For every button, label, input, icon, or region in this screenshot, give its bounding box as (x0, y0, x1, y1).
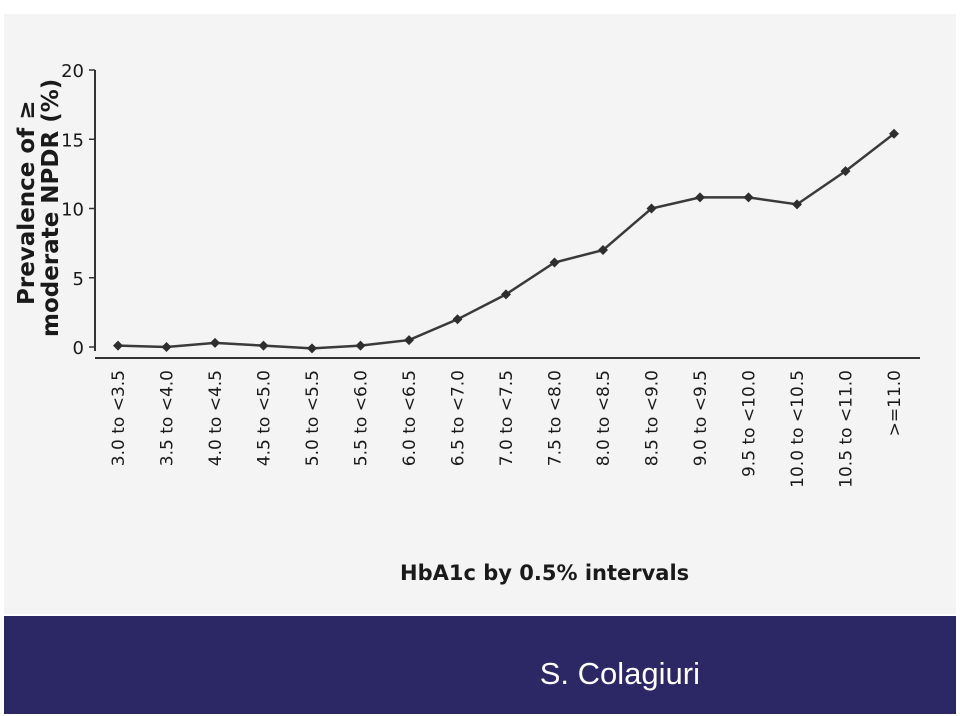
data-point-marker (646, 203, 657, 214)
x-category-label: 4.5 to <5.0 (255, 370, 275, 466)
data-point-marker (695, 192, 705, 203)
x-category-label: 10.0 to <10.5 (788, 370, 808, 488)
footer-band: S. Colagiuri (4, 616, 956, 714)
data-point-marker (307, 343, 317, 354)
data-point-marker (501, 289, 511, 300)
data-point-marker (840, 166, 851, 177)
data-point-marker (161, 342, 172, 352)
data-point-marker (549, 257, 560, 268)
y-tick-label: 20 (61, 61, 84, 82)
y-tick-label: 15 (61, 130, 84, 151)
x-category-label: 8.5 to <9.0 (643, 370, 663, 466)
data-point-marker (889, 128, 899, 139)
series-polyline (117, 132, 895, 350)
x-category-label: 6.5 to <7.0 (449, 370, 469, 466)
x-category-label: 3.0 to <3.5 (109, 370, 129, 466)
data-point-marker (355, 340, 366, 351)
data-point-marker (258, 340, 269, 351)
data-point-marker (113, 340, 123, 351)
line-chart: 0 5 10 15 20 3.0 to <3.5 3.5 to <4.0 4.0 to <4… (14, 61, 920, 585)
x-category-label: 7.5 to <8.0 (546, 370, 566, 466)
x-category-label: 9.0 to <9.5 (691, 370, 711, 466)
y-tick-label: 10 (61, 200, 84, 221)
axes (94, 70, 920, 359)
x-category-label: 5.5 to <6.0 (352, 370, 372, 466)
data-point-marker (598, 245, 608, 256)
chart-area (4, 14, 956, 614)
y-tick-label: 0 (73, 338, 84, 359)
data-point-marker (792, 199, 802, 210)
y-tick-label: 5 (73, 269, 84, 290)
x-category-label: 9.5 to <10.0 (740, 370, 760, 477)
y-ticks: 0 5 10 15 20 (61, 61, 95, 359)
x-category-label: 8.0 to <8.5 (594, 370, 614, 466)
series-points (113, 128, 899, 354)
data-point-marker (210, 337, 220, 348)
y-axis-title-line2: moderate NPDR (%) (38, 79, 64, 337)
x-category-label: 7.0 to <7.5 (497, 370, 517, 466)
series-line (117, 132, 895, 350)
x-category-label: 5.0 to <5.5 (303, 370, 323, 466)
x-axis-title: HbA1c by 0.5% intervals (400, 561, 689, 585)
y-axis-title-line1: Prevalence of ≥ (14, 101, 40, 306)
author-name: S. Colagiuri (539, 656, 700, 691)
x-category-label: 10.5 to <11.0 (837, 370, 857, 488)
data-point-marker (743, 192, 754, 203)
data-point-marker (452, 314, 463, 325)
x-category-label: 4.0 to <4.5 (206, 370, 226, 466)
x-category-label: >=11.0 (885, 370, 905, 436)
x-category-label: 3.5 to <4.0 (158, 370, 178, 466)
x-category-labels: 3.0 to <3.5 3.5 to <4.0 4.0 to <4.5 4.5 to … (109, 370, 905, 488)
x-category-label: 6.0 to <6.5 (400, 370, 420, 466)
data-point-marker (404, 335, 414, 346)
